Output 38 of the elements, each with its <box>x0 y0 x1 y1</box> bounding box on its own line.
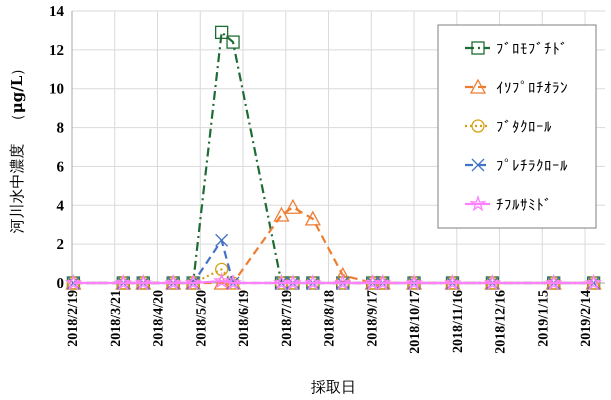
legend-label: ﾁﾌﾙｻﾐﾄﾞ <box>496 196 552 214</box>
x-tick-label: 2018/2/19 <box>66 290 81 347</box>
point <box>214 262 228 276</box>
x-tick-label: 2018/8/18 <box>322 290 338 347</box>
legend-label: ﾌﾟﾚﾁﾗｸﾛｰﾙ <box>496 157 568 175</box>
y-tick-label: 14 <box>49 4 64 20</box>
x-tick-label: 2019/2/14 <box>579 290 594 347</box>
y-tick-label: 12 <box>49 42 64 59</box>
y-tick-label: 4 <box>56 198 64 214</box>
x-tick-label: 2018/4/20 <box>152 290 167 347</box>
point <box>335 268 350 282</box>
point <box>214 273 229 288</box>
legend-label: ｲｿﾌﾟﾛﾁｵﾗﾝ <box>496 79 568 97</box>
y-tick-label: 0 <box>56 276 64 292</box>
point <box>214 275 230 290</box>
x-tick-label: 2018/9/17 <box>365 290 380 347</box>
x-tick-label: 2018/7/19 <box>280 290 295 347</box>
x-tick-label: 2018/10/17 <box>408 290 424 354</box>
point <box>274 207 290 222</box>
y-tick-label: 10 <box>49 82 64 98</box>
y-axis-title: 河川水中濃度 （μg/L） <box>8 60 26 234</box>
y-tick-label: 8 <box>56 120 64 137</box>
legend-label: ﾌﾞﾛﾓﾌﾞﾁﾄﾞ <box>496 40 568 58</box>
x-tick-label: 2018/5/20 <box>194 290 210 347</box>
y-tick-label: 6 <box>56 159 64 176</box>
legend-label: ﾌﾞﾀｸﾛｰﾙ <box>496 118 552 136</box>
x-axis-title: 採取日 <box>311 378 356 396</box>
x-tick-label: 2018/11/16 <box>450 290 466 354</box>
y-tick-label: 2 <box>56 237 64 254</box>
point <box>285 200 301 214</box>
point <box>214 234 228 247</box>
x-tick-label: 2019/1/15 <box>536 290 552 347</box>
point <box>226 35 240 49</box>
x-tick-label: 2018/6/19 <box>237 290 252 347</box>
point <box>214 26 228 40</box>
x-tick-label: 2018/12/16 <box>494 290 509 354</box>
x-tick-label: 2018/3/21 <box>108 290 124 347</box>
point <box>305 211 320 226</box>
